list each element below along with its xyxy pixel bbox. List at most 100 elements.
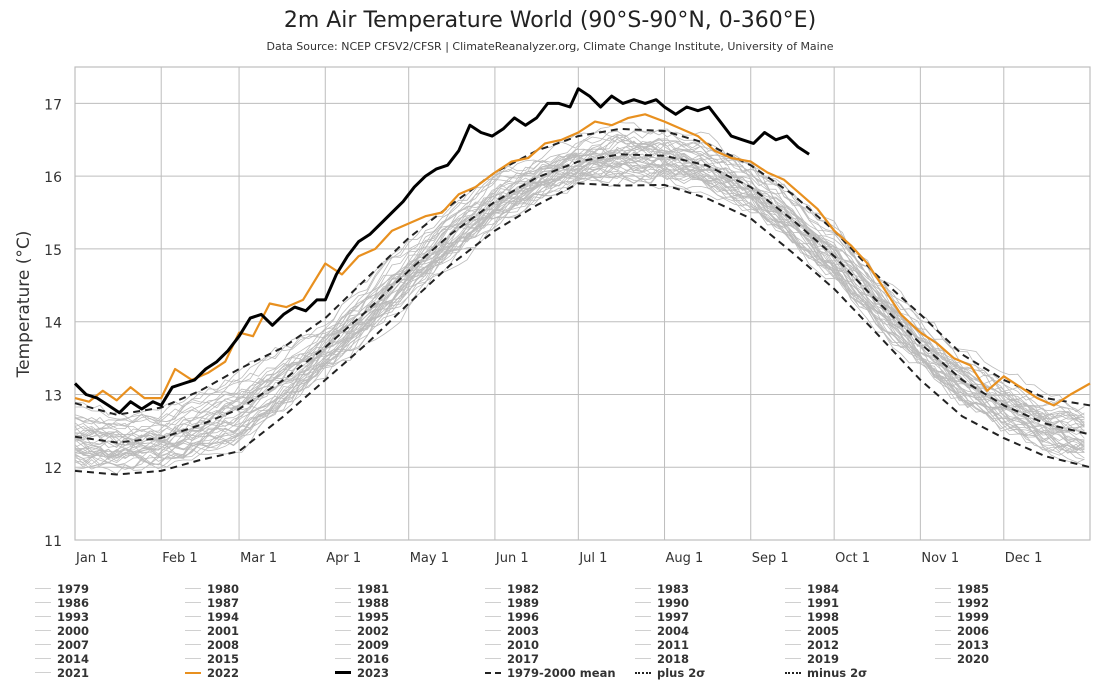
legend-item[interactable]: 1986 [35,596,89,610]
legend-label: 1999 [957,610,990,624]
legend-swatch-icon [785,588,801,589]
legend-item[interactable]: 2011 [635,638,689,652]
legend-item[interactable]: 1979-2000 mean [485,666,616,680]
legend-label: 1979-2000 mean [507,666,616,680]
legend-swatch-icon [335,644,351,645]
legend-item[interactable]: 1983 [635,582,689,596]
legend-item[interactable]: 1992 [935,596,989,610]
series-line-1982 [74,151,1085,465]
series-line-2019 [74,157,1085,459]
legend-swatch-icon [35,588,51,589]
legend-item[interactable]: 1990 [635,596,689,610]
legend-item[interactable]: 2016 [335,652,389,666]
legend-item[interactable]: 2012 [785,638,839,652]
y-tick-label: 15 [44,243,62,259]
legend-swatch-icon [335,602,351,603]
legend-item[interactable]: 1995 [335,610,389,624]
legend-item[interactable]: 1999 [935,610,989,624]
legend-item[interactable]: 2002 [335,624,389,638]
legend-label: 2005 [807,624,840,638]
legend-item[interactable]: 1984 [785,582,839,596]
legend-item[interactable]: 1991 [785,596,839,610]
legend-item[interactable]: 1994 [185,610,239,624]
series-line-2013 [74,151,1085,459]
legend-item[interactable]: 2013 [935,638,989,652]
legend-item[interactable]: 1982 [485,582,539,596]
legend-swatch-icon [935,644,951,645]
x-tick-label: Jan 1 [75,551,108,566]
legend-item[interactable]: 2022 [185,666,239,680]
x-tick-label: Sep 1 [752,551,789,566]
legend-label: 1982 [507,582,540,596]
legend-item[interactable]: 2023 [335,666,389,680]
legend-label: 2000 [57,624,90,638]
legend-item[interactable]: 2010 [485,638,539,652]
legend-swatch-icon [785,630,801,631]
legend-label: plus 2σ [657,666,706,680]
x-axis-ticks: Jan 1 Feb 1 Mar 1 Apr 1 May 1 Jun 1 Jul 1 Aug 1… [75,551,1042,566]
series-line-2020 [74,121,1085,423]
x-tick-label: Mar 1 [240,551,277,566]
legend-item[interactable]: 1985 [935,582,989,596]
legend-item[interactable]: 2001 [185,624,239,638]
legend-swatch-icon [185,658,201,659]
series-line-2011 [74,138,1085,451]
legend-label: 2007 [57,638,90,652]
line-chart: 11 12 13 14 15 16 17 Jan 1 Feb 1 Mar 1 Apr 1 May 1… [14,66,1091,566]
background-year-lines [74,121,1085,475]
legend-item[interactable]: 1987 [185,596,239,610]
legend-swatch-icon [935,616,951,617]
legend-swatch-icon [35,644,51,645]
legend-swatch-icon [485,616,501,617]
legend-item[interactable]: 2018 [635,652,689,666]
legend-item[interactable]: 2009 [335,638,389,652]
legend-item[interactable]: 2015 [185,652,239,666]
legend-label: 2018 [657,652,690,666]
legend-item[interactable]: 1979 [35,582,89,596]
legend-swatch-icon [635,616,651,617]
legend-item[interactable]: 2017 [485,652,539,666]
legend-item[interactable]: 2005 [785,624,839,638]
legend-item[interactable]: minus 2σ [785,666,867,680]
legend-label: 1987 [207,596,240,610]
legend-swatch-icon [635,658,651,659]
legend-item[interactable]: 2000 [35,624,89,638]
legend-label: 1996 [507,610,540,624]
legend-item[interactable]: 1981 [335,582,389,596]
legend-item[interactable]: 1997 [635,610,689,624]
legend-label: 1994 [207,610,240,624]
legend-label: 2006 [957,624,990,638]
legend-item[interactable]: 1989 [485,596,539,610]
legend-item[interactable]: 2014 [35,652,89,666]
legend-item[interactable]: 1980 [185,582,239,596]
legend-item[interactable]: 2006 [935,624,989,638]
chart-title: 2m Air Temperature World (90°S-90°N, 0-3… [283,8,817,33]
legend-label: 1986 [57,596,90,610]
series-line-2008 [74,130,1085,424]
legend-item[interactable]: 1993 [35,610,89,624]
series-line-plus-2- [74,127,1091,416]
x-tick-label: Jun 1 [495,551,529,566]
legend-item[interactable]: 2003 [485,624,539,638]
series-line-1979 [74,150,1085,442]
legend-item[interactable]: 2021 [35,666,89,680]
x-tick-label: Aug 1 [666,551,704,566]
legend-item[interactable]: 1988 [335,596,389,610]
legend-item[interactable]: 1998 [785,610,839,624]
legend-label: 1993 [57,610,90,624]
legend-swatch-icon [485,588,501,589]
legend-item[interactable]: 1996 [485,610,539,624]
legend-label: 1980 [207,582,240,596]
legend-item[interactable]: 2020 [935,652,989,666]
legend-label: 1990 [657,596,690,610]
legend-item[interactable]: 2008 [185,638,239,652]
legend-item[interactable]: plus 2σ [635,666,705,680]
legend-item[interactable]: 2019 [785,652,839,666]
series-line-2005 [74,149,1085,453]
legend-label: 2015 [207,652,240,666]
legend-item[interactable]: 2004 [635,624,689,638]
legend-swatch-icon [485,644,501,645]
legend-label: 2019 [807,652,840,666]
legend-swatch-icon [935,588,951,589]
legend-item[interactable]: 2007 [35,638,89,652]
